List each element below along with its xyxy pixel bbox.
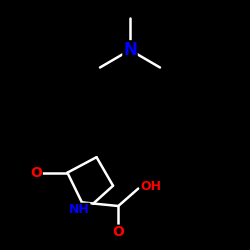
Text: NH: NH [69,203,90,216]
Text: OH: OH [140,180,161,192]
Text: O: O [112,225,124,239]
Text: O: O [30,166,42,180]
Text: N: N [123,41,137,59]
